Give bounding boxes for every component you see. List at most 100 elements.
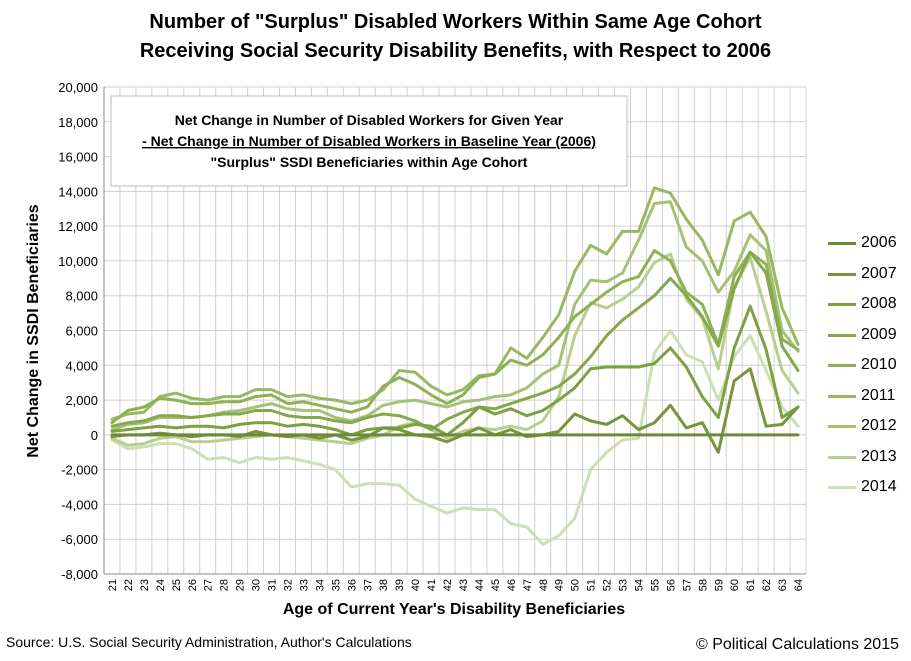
x-tick-label: 64 bbox=[793, 579, 805, 591]
x-tick-label: 63 bbox=[777, 579, 789, 591]
legend-label: 2006 bbox=[861, 234, 897, 251]
x-tick-label: 60 bbox=[729, 579, 741, 591]
x-tick-label: 41 bbox=[426, 579, 438, 591]
x-tick-label: 23 bbox=[139, 579, 151, 591]
x-tick-label: 54 bbox=[633, 579, 645, 591]
gridlines bbox=[103, 86, 807, 575]
series-lines bbox=[110, 186, 800, 546]
y-tick-label: 16,000 bbox=[58, 150, 98, 165]
x-tick-label: 27 bbox=[203, 579, 215, 591]
y-tick-label: 4,000 bbox=[65, 358, 98, 373]
x-tick-label: 32 bbox=[282, 579, 294, 591]
x-tick-label: 24 bbox=[155, 579, 167, 591]
annotation-line-2: - Net Change in Number of Disabled Worke… bbox=[142, 133, 596, 149]
x-tick-label: 50 bbox=[570, 579, 582, 591]
x-tick-label: 55 bbox=[649, 579, 661, 591]
x-tick-label: 61 bbox=[745, 579, 757, 591]
x-tick-label: 43 bbox=[458, 579, 470, 591]
x-tick-label: 46 bbox=[506, 579, 518, 591]
x-tick-label: 48 bbox=[538, 579, 550, 591]
y-tick-label: -4,000 bbox=[61, 497, 98, 512]
y-tick-label: -6,000 bbox=[61, 532, 98, 547]
legend-swatch bbox=[828, 364, 856, 367]
x-tick-label: 42 bbox=[442, 579, 454, 591]
y-tick-label: 0 bbox=[91, 428, 98, 443]
y-tick-label: 2,000 bbox=[65, 393, 98, 408]
source-note: Source: U.S. Social Security Administrat… bbox=[6, 634, 412, 650]
y-tick-label: 20,000 bbox=[58, 80, 98, 95]
series-line-2014 bbox=[110, 329, 800, 546]
series-line-2011 bbox=[110, 186, 800, 421]
legend-swatch bbox=[828, 272, 856, 276]
legend-swatch bbox=[828, 394, 856, 398]
x-tick-label: 56 bbox=[665, 579, 677, 591]
y-tick-label: 6,000 bbox=[65, 324, 98, 339]
legend-swatch bbox=[828, 455, 856, 459]
y-tick-label: 10,000 bbox=[58, 254, 98, 269]
x-tick-label: 45 bbox=[490, 579, 502, 591]
x-tick-label: 58 bbox=[697, 579, 709, 591]
series-line-2010 bbox=[110, 249, 800, 425]
y-tick-label: -8,000 bbox=[61, 567, 98, 582]
legend-label: 2014 bbox=[861, 478, 897, 495]
tick-labels: -8,000 -6,000 -4,000 -2,000 0 2,000 4,000 6,000… bbox=[58, 80, 805, 591]
x-tick-label: 35 bbox=[330, 579, 342, 591]
y-tick-label: 14,000 bbox=[58, 184, 98, 199]
legend-label: 2010 bbox=[861, 356, 897, 373]
legend-swatch bbox=[828, 486, 856, 489]
legend-swatch bbox=[828, 425, 856, 428]
legend-label: 2008 bbox=[861, 295, 897, 312]
x-tick-label: 62 bbox=[761, 579, 773, 591]
x-tick-label: 25 bbox=[171, 579, 183, 591]
x-tick-label: 31 bbox=[267, 579, 279, 591]
series-line-2013 bbox=[110, 252, 800, 447]
x-tick-label: 53 bbox=[618, 579, 630, 591]
annotation-line-1: Net Change in Number of Disabled Workers… bbox=[175, 112, 564, 128]
x-tick-label: 57 bbox=[681, 579, 693, 591]
x-tick-label: 29 bbox=[235, 579, 247, 591]
series-line-2007 bbox=[110, 367, 800, 454]
x-tick-label: 52 bbox=[602, 579, 614, 591]
copyright-note: © Political Calculations 2015 bbox=[695, 636, 899, 653]
x-tick-label: 33 bbox=[298, 579, 310, 591]
x-tick-label: 49 bbox=[554, 579, 566, 591]
legend-swatch bbox=[828, 303, 856, 306]
y-tick-label: -2,000 bbox=[61, 463, 98, 478]
axes bbox=[103, 87, 806, 575]
y-tick-label: 12,000 bbox=[58, 219, 98, 234]
y-tick-label: 18,000 bbox=[58, 115, 98, 130]
series-line-2008 bbox=[110, 304, 800, 437]
x-tick-label: 51 bbox=[586, 579, 598, 591]
x-tick-label: 26 bbox=[187, 579, 199, 591]
legend-swatch bbox=[828, 333, 856, 337]
x-tick-label: 44 bbox=[474, 579, 486, 591]
legend-label: 2012 bbox=[861, 417, 897, 434]
chart-title: Number of "Surplus" Disabled Workers Wit… bbox=[149, 11, 762, 33]
x-axis-label: Age of Current Year's Disability Benefic… bbox=[283, 601, 625, 618]
x-tick-label: 30 bbox=[251, 579, 263, 591]
series-line-2012 bbox=[110, 200, 800, 432]
x-tick-label: 39 bbox=[394, 579, 406, 591]
legend-label: 2013 bbox=[861, 447, 897, 465]
x-tick-label: 34 bbox=[314, 579, 326, 591]
legend-label: 2009 bbox=[861, 325, 897, 343]
x-tick-label: 22 bbox=[123, 579, 135, 591]
x-tick-label: 28 bbox=[219, 579, 231, 591]
x-tick-label: 40 bbox=[410, 579, 422, 591]
chart-subtitle: Receiving Social Security Disability Ben… bbox=[139, 40, 772, 62]
legend-swatch bbox=[828, 242, 856, 245]
y-axis-label: Net Change in SSDI Beneficiaries bbox=[25, 204, 42, 458]
x-tick-label: 38 bbox=[378, 579, 390, 591]
x-tick-label: 21 bbox=[107, 579, 119, 591]
x-tick-label: 36 bbox=[346, 579, 358, 591]
y-tick-label: 8,000 bbox=[65, 289, 98, 304]
x-tick-label: 37 bbox=[362, 579, 374, 591]
annotation-box bbox=[110, 95, 628, 187]
legend-label: 2011 bbox=[861, 386, 896, 404]
x-tick-label: 59 bbox=[713, 579, 725, 591]
series-line-2009 bbox=[110, 250, 800, 432]
annotation-line-3: "Surplus" SSDI Beneficiaries within Age … bbox=[211, 154, 528, 170]
legend-label: 2007 bbox=[861, 264, 897, 282]
x-tick-label: 47 bbox=[522, 579, 534, 591]
